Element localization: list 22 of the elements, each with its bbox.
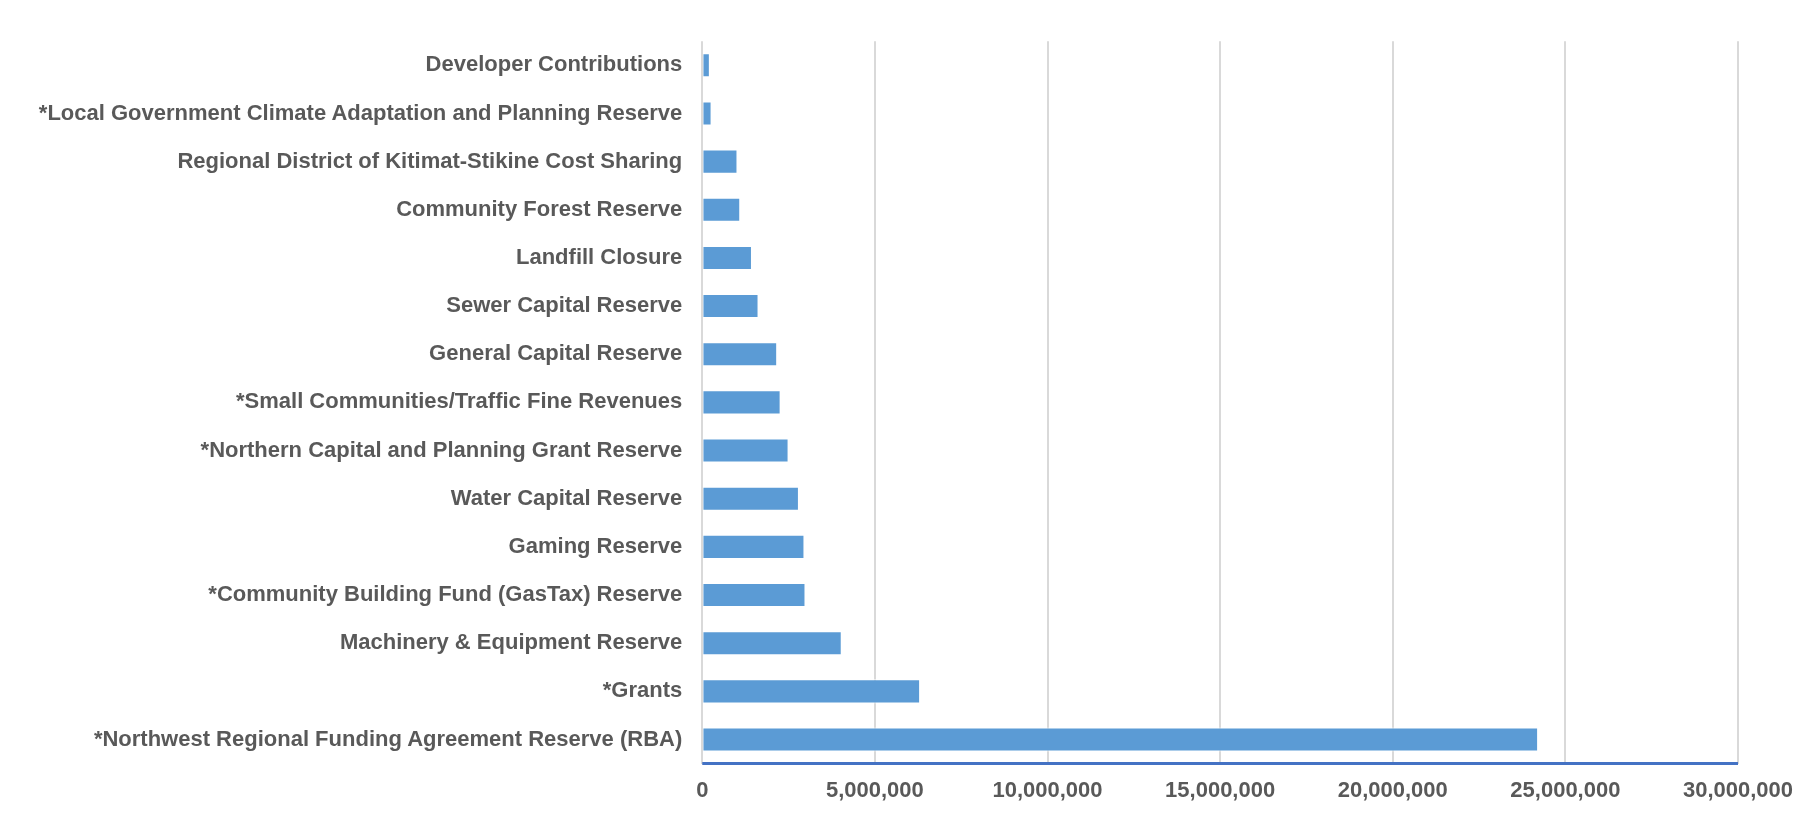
y-tick-label: Landfill Closure xyxy=(516,243,683,269)
x-tick-label: 25,000,000 xyxy=(1510,776,1621,802)
y-tick-label: Developer Contributions xyxy=(425,51,683,77)
x-tick-label: 5,000,000 xyxy=(825,776,924,802)
y-tick-label: *Northwest Regional Funding Agreement Reserve (RBA) xyxy=(93,725,683,751)
x-tick-label: 20,000,000 xyxy=(1337,776,1448,802)
y-tick-label: *Local Government Climate Adaptation and Planning Reserve xyxy=(38,99,683,125)
y-tick-label: *Small Communities/Traffic Fine Revenues xyxy=(236,388,683,414)
y-tick-label: *Community Building Fund (GasTax) Reserve xyxy=(208,581,683,607)
x-tick-label: 0 xyxy=(696,776,709,802)
y-tick-label: General Capital Reserve xyxy=(429,340,683,366)
y-tick-label: Machinery & Equipment Reserve xyxy=(339,629,683,655)
x-tick-label: 30,000,000 xyxy=(1682,776,1794,802)
y-tick-label: *Grants xyxy=(602,677,683,703)
y-tick-label: *Northern Capital and Planning Grant Reserve xyxy=(200,436,683,462)
y-tick-label: Water Capital Reserve xyxy=(450,484,683,510)
y-tick-label: Gaming Reserve xyxy=(508,532,683,558)
x-tick-label: 15,000,000 xyxy=(1165,776,1276,802)
y-tick-label: Sewer Capital Reserve xyxy=(446,292,683,318)
y-tick-label: Community Forest Reserve xyxy=(396,195,683,221)
x-tick-label: 10,000,000 xyxy=(992,776,1103,802)
y-tick-label: Regional District of Kitimat-Stikine Cost Sharing xyxy=(177,147,683,173)
